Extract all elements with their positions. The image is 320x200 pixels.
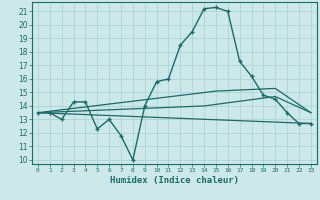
X-axis label: Humidex (Indice chaleur): Humidex (Indice chaleur) bbox=[110, 176, 239, 185]
